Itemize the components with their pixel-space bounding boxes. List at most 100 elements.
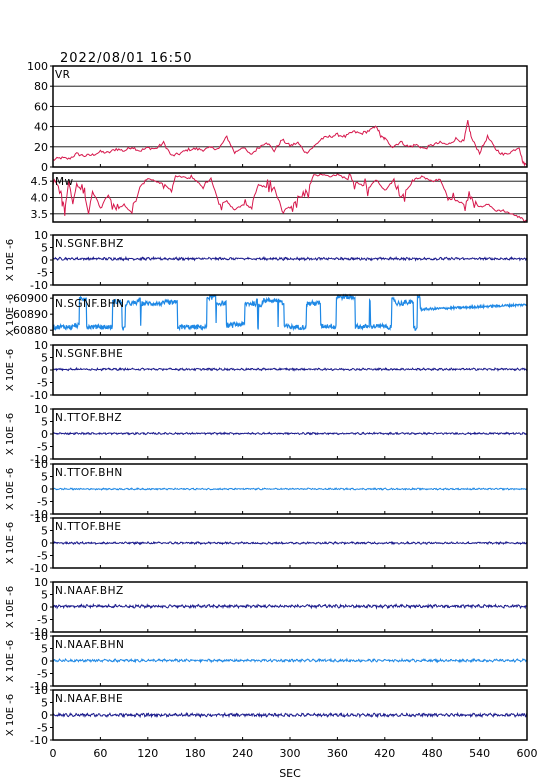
y-tick-label: 60900 [13, 292, 48, 305]
panel-frame [52, 408, 528, 460]
y-tick-label: 0 [41, 364, 48, 377]
x-axis: 0 60 120 180 240 300 360 420 480 540 600 [50, 747, 538, 760]
y-unit-label: X 10E -6 [5, 586, 16, 628]
y-tick-label: 5 [41, 471, 48, 484]
x-axis-label: SEC [279, 767, 301, 780]
y-unit-label: X 10E -6 [5, 468, 16, 510]
y-tick-label: 0 [41, 537, 48, 550]
y-tick-label: 0 [41, 428, 48, 441]
panel-label: N.TTOF.BHN [55, 467, 123, 479]
series-line-sgnf_bhn [52, 293, 527, 332]
y-tick-label: 0 [41, 655, 48, 668]
y-tick-label: 5 [41, 352, 48, 365]
y-tick-label: -10 [30, 279, 48, 292]
x-tick-label: 60 [93, 747, 107, 760]
y-tick-label: -5 [37, 441, 48, 454]
series-line-naaf_bhn [52, 657, 528, 664]
y-tick-label: 60890 [13, 308, 48, 321]
y-tick-label: 10 [34, 576, 48, 589]
panel-mw: 3.5 4.0 4.5 Mw [31, 172, 528, 223]
panel-vr: 0 20 40 60 80 100 VR [27, 60, 528, 174]
y-tick-label: 10 [34, 458, 48, 471]
y-tick-label: 3.5 [31, 208, 49, 221]
series-line-ttof_bhn [52, 487, 528, 491]
y-tick-label: 5 [41, 589, 48, 602]
y-tick-label: 10 [34, 684, 48, 697]
y-tick-label: 100 [27, 60, 48, 73]
y-tick-label: 40 [34, 121, 48, 134]
y-tick-label: -10 [30, 734, 48, 747]
y-tick-label: -10 [30, 680, 48, 693]
panel-label: N.TTOF.BHZ [55, 412, 122, 424]
y-tick-label: 5 [41, 416, 48, 429]
y-tick-label: -10 [30, 508, 48, 521]
panel-label: VR [55, 69, 70, 81]
y-tick-label: -10 [30, 389, 48, 402]
y-tick-label: 5 [41, 643, 48, 656]
y-tick-label: 0 [41, 483, 48, 496]
x-tick-label: 300 [280, 747, 301, 760]
y-tick-label: 10 [34, 229, 48, 242]
series-line-mw [52, 172, 528, 223]
panel-label: N.NAAF.BHE [55, 693, 123, 705]
y-tick-label: 60880 [13, 324, 48, 337]
y-tick-label: 4.5 [31, 175, 49, 188]
y-tick-label: -5 [37, 614, 48, 627]
y-tick-label: 80 [34, 80, 48, 93]
x-tick-label: 540 [469, 747, 490, 760]
y-unit-label: X 10E -6 [5, 640, 16, 682]
y-tick-label: 10 [34, 403, 48, 416]
y-tick-label: 10 [34, 512, 48, 525]
y-tick-label: 0 [41, 254, 48, 267]
y-tick-label: -5 [37, 722, 48, 735]
y-tick-label: 20 [34, 141, 48, 154]
y-tick-label: -5 [37, 267, 48, 280]
panel-label: N.NAAF.BHZ [55, 585, 124, 597]
y-tick-label: -5 [37, 668, 48, 681]
y-unit-label: X 10E -6 [5, 294, 16, 336]
panel-label: Mw [55, 176, 74, 188]
series-line-vr [52, 120, 528, 167]
series-line-ttof_bhz [52, 431, 528, 436]
y-tick-label: -5 [37, 496, 48, 509]
y-tick-label: -10 [30, 453, 48, 466]
x-tick-label: 600 [517, 747, 538, 760]
y-tick-label: -5 [37, 377, 48, 390]
y-tick-label: -5 [37, 550, 48, 563]
panel-label: N.SGNF.BHN [55, 298, 125, 310]
y-unit-label: X 10E -6 [5, 413, 16, 455]
y-tick-label: 5 [41, 242, 48, 255]
series-line-sgnf_bhz [52, 255, 528, 262]
y-tick-label: 5 [41, 697, 48, 710]
series-line-sgnf_bhe [52, 366, 528, 372]
x-tick-label: 240 [232, 747, 253, 760]
y-tick-label: -10 [30, 626, 48, 639]
y-unit-label: X 10E -6 [5, 522, 16, 564]
y-tick-label: 10 [34, 339, 48, 352]
y-unit-label: X 10E -6 [5, 239, 16, 281]
y-tick-label: 4.0 [31, 192, 49, 205]
series-line-ttof_bhe [52, 540, 528, 546]
y-tick-label: 60 [34, 100, 48, 113]
x-tick-label: 180 [185, 747, 206, 760]
panel-label: N.TTOF.BHE [55, 521, 122, 533]
x-tick-label: 0 [50, 747, 57, 760]
panel-label: N.SGNF.BHE [55, 348, 123, 360]
panel-frame [52, 65, 528, 168]
series-line-naaf_bhe [52, 711, 528, 719]
y-unit-label: X 10E -6 [5, 349, 16, 391]
x-tick-label: 360 [327, 747, 348, 760]
y-tick-label: 0 [41, 601, 48, 614]
panel-sgnf_bhn: 60880 60890 60900 N.SGNF.BHN X 10E -6 [5, 292, 528, 337]
y-tick-label: 0 [41, 161, 48, 174]
